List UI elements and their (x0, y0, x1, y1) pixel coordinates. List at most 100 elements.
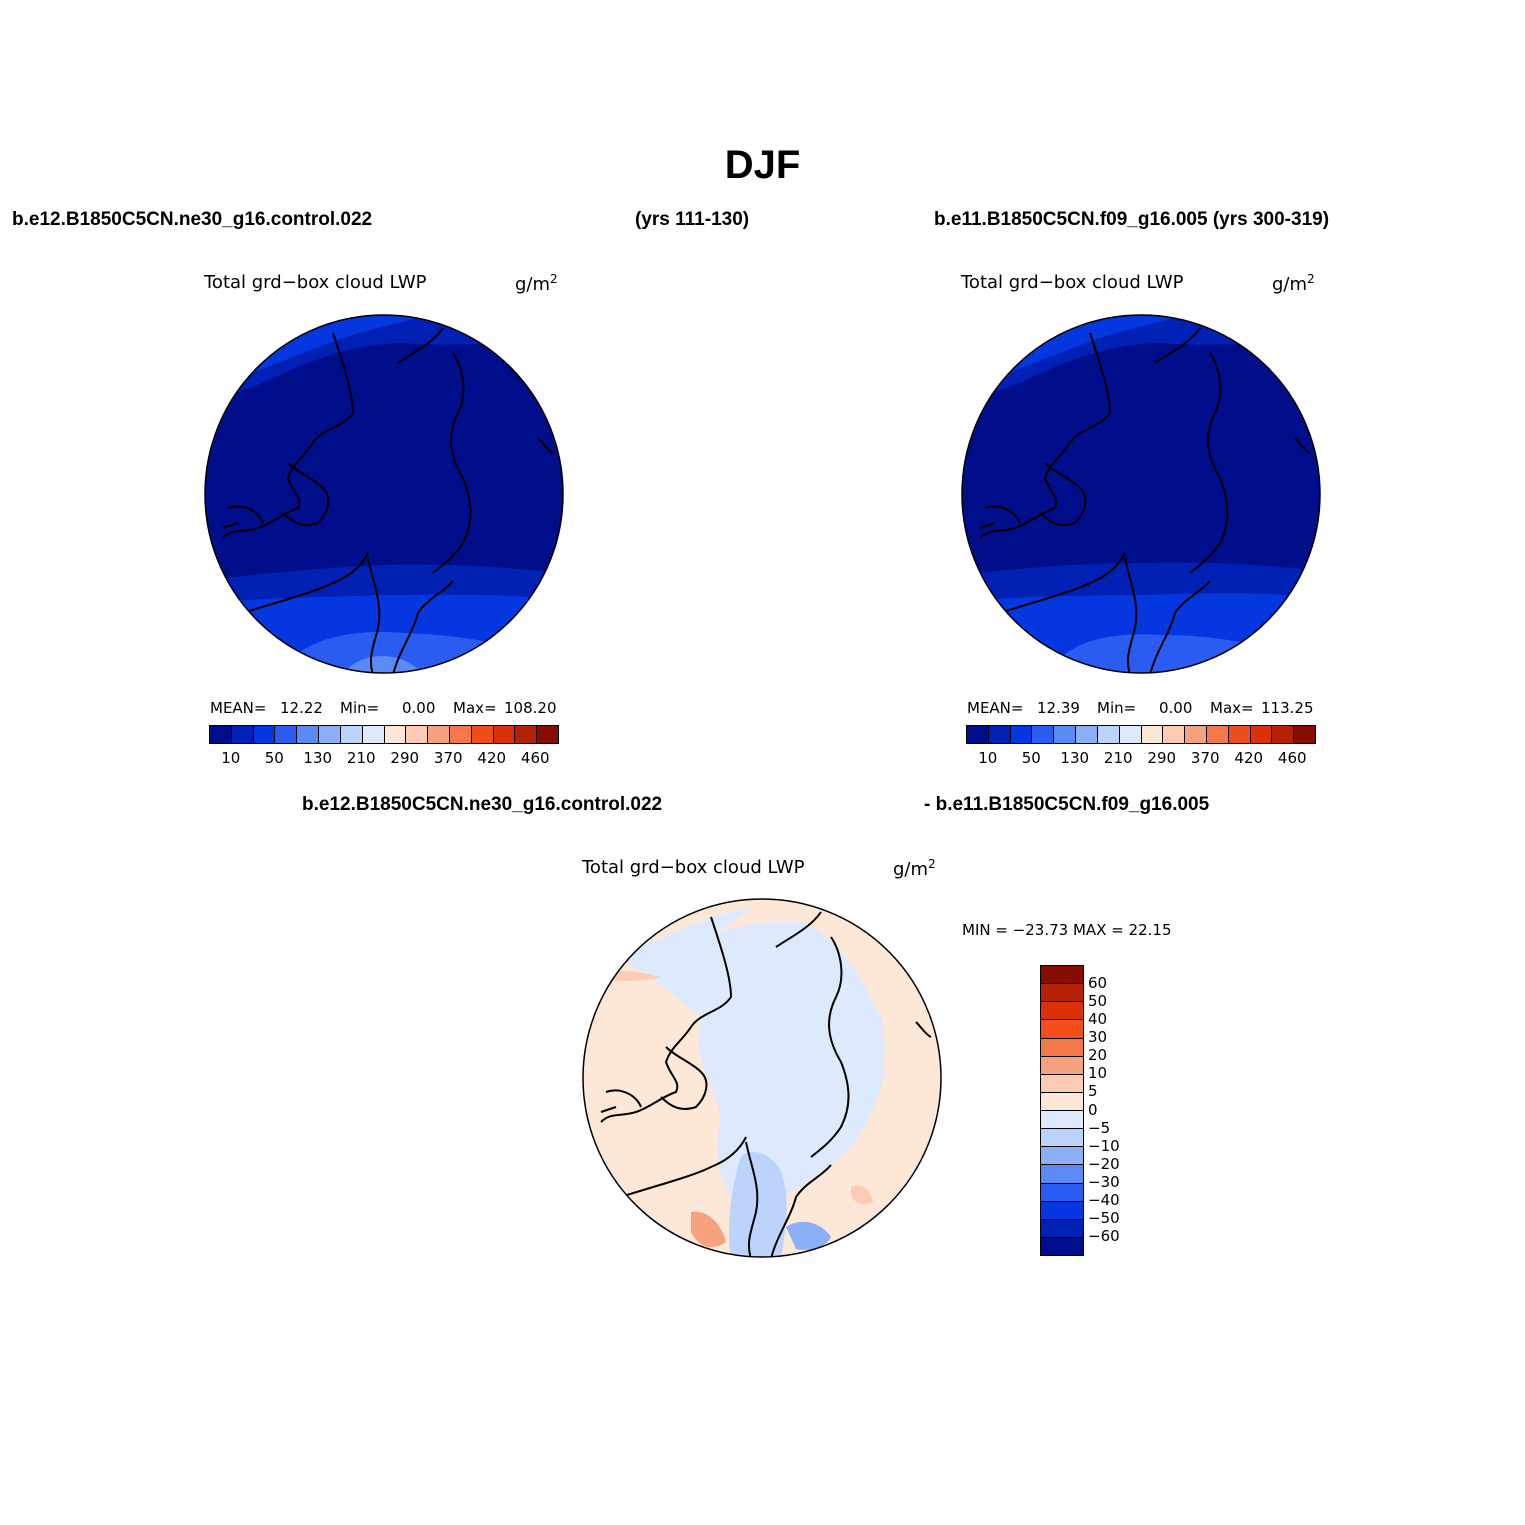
colorbar-tick-label: 10 (221, 749, 241, 767)
colorbar-tick-label: 370 (1190, 749, 1220, 767)
colorbar-swatch (1228, 726, 1251, 743)
panel1-polar-map (204, 314, 564, 674)
colorbar-swatch (253, 726, 276, 743)
colorbar-swatch (471, 726, 494, 743)
colorbar-tick-label: 460 (520, 749, 550, 767)
colorbar-tick-label: 30 (1088, 1028, 1108, 1047)
colorbar-tick-label: 420 (1234, 749, 1264, 767)
colorbar-tick-label: 210 (346, 749, 376, 767)
colorbar-swatch (275, 726, 298, 743)
top-right-case-label: b.e11.B1850C5CN.f09_g16.005 (yrs 300-319… (934, 209, 1330, 230)
colorbar-tick-label: 460 (1277, 749, 1307, 767)
colorbar-tick-label: 420 (477, 749, 507, 767)
colorbar-tick-label: 5 (1088, 1082, 1098, 1101)
panel1-mean-value: 12.22 (280, 699, 323, 717)
colorbar-swatch (1041, 1038, 1083, 1057)
colorbar-tick-label: −20 (1088, 1154, 1120, 1173)
colorbar-swatch (449, 726, 472, 743)
colorbar-tick-label: 10 (1088, 1064, 1108, 1083)
colorbar-tick-label: −30 (1088, 1172, 1120, 1191)
panel2-variable: Total grd−box cloud LWP (961, 272, 1184, 293)
colorbar-swatch (1032, 726, 1055, 743)
colorbar-tick-label: 10 (978, 749, 998, 767)
colorbar-swatch (1041, 1201, 1083, 1220)
colorbar-tick-label: 370 (433, 749, 463, 767)
panel1-colorbar-ticks: 10 50 130 210 290 370 420 460 (209, 749, 559, 769)
panel1-max-label: Max= (453, 699, 497, 717)
colorbar-swatch (362, 726, 385, 743)
colorbar-swatch (1250, 726, 1273, 743)
colorbar-swatch (493, 726, 516, 743)
colorbar-tick-label: 20 (1088, 1046, 1108, 1065)
panel2-mean-value: 12.39 (1037, 699, 1080, 717)
colorbar-swatch (384, 726, 407, 743)
colorbar-swatch (967, 726, 989, 743)
colorbar-swatch (1041, 1147, 1083, 1166)
colorbar-swatch (1294, 726, 1315, 743)
panel1-min-value: 0.00 (402, 699, 436, 717)
diff-polar-map (582, 898, 942, 1258)
panel1-min-label: Min= (340, 699, 380, 717)
diff-colorbar (1040, 965, 1084, 1256)
panel2-min-label: Min= (1097, 699, 1137, 717)
colorbar-tick-label: −40 (1088, 1190, 1120, 1209)
colorbar-swatch (1041, 1129, 1083, 1148)
colorbar-tick-label: 290 (390, 749, 420, 767)
panel2-polar-map (961, 314, 1321, 674)
colorbar-swatch (340, 726, 363, 743)
colorbar-tick-label: 50 (1021, 749, 1041, 767)
panel2-max-label: Max= (1210, 699, 1254, 717)
colorbar-tick-label: 0 (1088, 1100, 1098, 1119)
colorbar-swatch (1185, 726, 1207, 743)
panel2-min-value: 0.00 (1159, 699, 1193, 717)
panel2-mean-label: MEAN= (967, 699, 1024, 717)
colorbar-swatch (1041, 1111, 1083, 1130)
panel1-max-value: 108.20 (504, 699, 557, 717)
colorbar-swatch (1141, 726, 1164, 743)
colorbar-swatch (319, 726, 341, 743)
colorbar-swatch (1076, 726, 1098, 743)
colorbar-swatch (1119, 726, 1142, 743)
diff-case-b-label: - b.e11.B1850C5CN.f09_g16.005 (924, 794, 1210, 815)
colorbar-swatch (515, 726, 538, 743)
colorbar-swatch (1054, 726, 1077, 743)
figure-title: DJF (724, 143, 801, 187)
diff-variable: Total grd−box cloud LWP (582, 857, 805, 878)
colorbar-swatch (428, 726, 450, 743)
panel1-colorbar (209, 725, 559, 744)
colorbar-tick-label: 290 (1147, 749, 1177, 767)
colorbar-swatch (1041, 1219, 1083, 1238)
diff-units: g/m2 (893, 857, 936, 880)
panel2-units: g/m2 (1272, 272, 1315, 295)
colorbar-swatch (1041, 1183, 1083, 1202)
diff-minmax: MIN = −23.73 MAX = 22.15 (962, 921, 1172, 939)
colorbar-tick-label: 130 (303, 749, 333, 767)
colorbar-swatch (1041, 1056, 1083, 1075)
colorbar-tick-label: −60 (1088, 1226, 1120, 1245)
colorbar-tick-label: 130 (1060, 749, 1090, 767)
colorbar-swatch (297, 726, 320, 743)
diff-case-a-label: b.e12.B1850C5CN.ne30_g16.control.022 (302, 794, 663, 815)
colorbar-swatch (1041, 1020, 1083, 1039)
colorbar-swatch (1041, 1092, 1083, 1111)
colorbar-swatch (1163, 726, 1186, 743)
top-left-case-label: b.e12.B1850C5CN.ne30_g16.control.022 (12, 209, 373, 230)
colorbar-swatch (1041, 1165, 1083, 1184)
panel2-colorbar-ticks: 10 50 130 210 290 370 420 460 (966, 749, 1316, 769)
colorbar-swatch (1206, 726, 1229, 743)
colorbar-swatch (1097, 726, 1120, 743)
colorbar-tick-label: 50 (264, 749, 284, 767)
panel1-units: g/m2 (515, 272, 558, 295)
colorbar-swatch (1041, 1074, 1083, 1093)
colorbar-swatch (1041, 966, 1083, 985)
top-left-years-label: (yrs 111-130) (635, 209, 750, 230)
panel1-variable: Total grd−box cloud LWP (204, 272, 427, 293)
colorbar-swatch (537, 726, 558, 743)
colorbar-swatch (1041, 1002, 1083, 1021)
colorbar-swatch (1041, 1237, 1083, 1255)
colorbar-swatch (406, 726, 429, 743)
colorbar-tick-label: −10 (1088, 1136, 1120, 1155)
colorbar-tick-label: 50 (1088, 992, 1108, 1011)
colorbar-tick-label: 40 (1088, 1010, 1108, 1029)
colorbar-tick-label: 60 (1088, 974, 1108, 993)
